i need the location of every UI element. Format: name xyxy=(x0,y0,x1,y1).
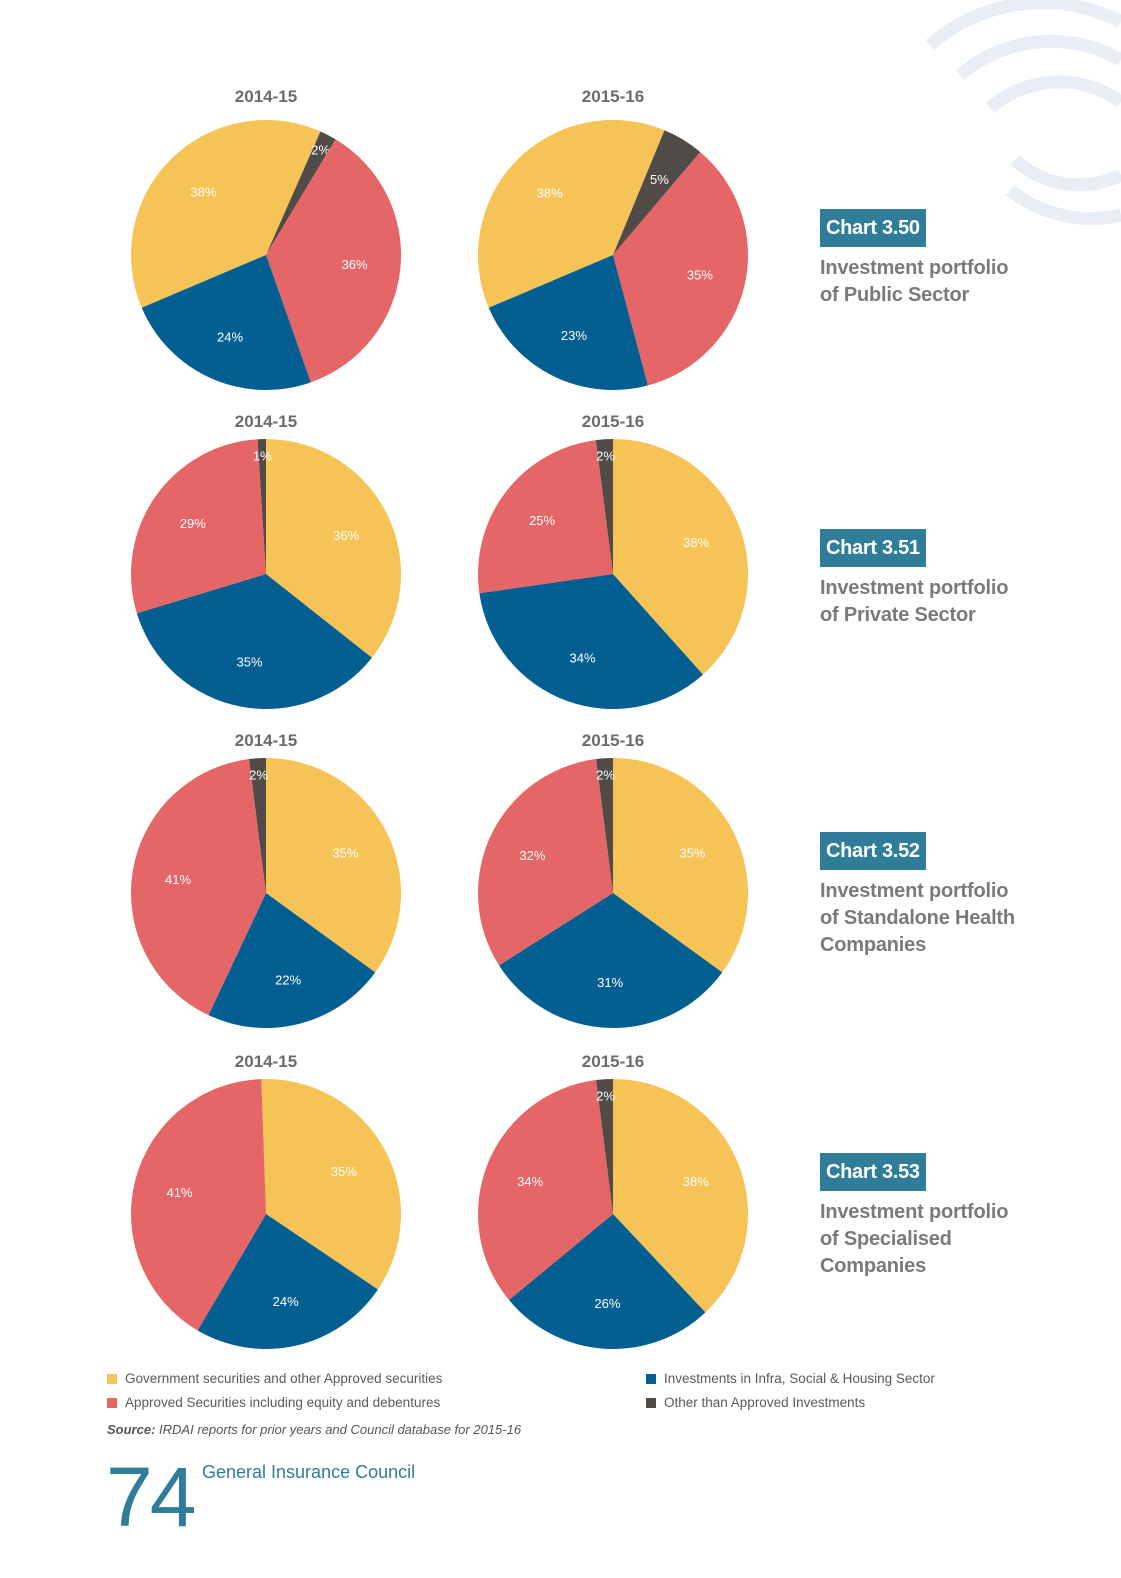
pie-slice-351-2015-16-approved xyxy=(477,440,613,594)
page-number: 74 xyxy=(106,1450,196,1544)
pie-label-352-2014-15-approved: 41% xyxy=(165,872,191,887)
pie-slice-352-2014-15-other xyxy=(249,758,266,893)
pie-label-352-2015-16-other: 2% xyxy=(596,767,615,782)
pie-slice-353-2015-16-approved xyxy=(477,1080,613,1301)
pie-title-3-51-2014: 2014-15 xyxy=(234,412,298,431)
pie-slice-350-2014-15-other xyxy=(266,131,336,255)
pie-slice-352-2015-16-gov xyxy=(613,758,749,973)
pie-label-353-2014-15-approved: 41% xyxy=(167,1185,193,1200)
legend-item-infra: Investments in Infra, Social & Housing S… xyxy=(646,1367,935,1391)
pie-slice-350-2014-15-infra xyxy=(141,255,311,391)
pie-slice-350-2015-16-infra xyxy=(488,255,648,390)
pie-label-353-2015-16-other: 2% xyxy=(596,1088,615,1103)
pie-slice-352-2014-15-gov xyxy=(266,758,402,973)
pie-slice-352-2015-16-other xyxy=(596,758,613,893)
pie-slice-353-2014-15-approved xyxy=(130,1079,266,1331)
pie-slice-352-2014-15-approved xyxy=(130,759,266,1016)
pie-title-3-53-2014: 2014-15 xyxy=(234,1052,298,1071)
pie-label-352-2014-15-other: 2% xyxy=(249,767,268,782)
pie-slice-351-2015-16-infra xyxy=(479,574,704,709)
pie-slice-350-2015-16-approved xyxy=(613,151,749,386)
source-note: Source: IRDAI reports for prior years an… xyxy=(107,1422,521,1437)
pie-label-351-2014-15-other: 1% xyxy=(253,448,272,463)
pie-slice-351-2014-15-other xyxy=(257,438,266,574)
pie-label-350-2015-16-infra: 23% xyxy=(561,328,587,343)
legend-left: Government securities and other Approved… xyxy=(107,1367,442,1415)
chart-subtitle-3-51: Investment portfolio of Private Sector xyxy=(820,577,1009,626)
pie-label-353-2015-16-infra: 26% xyxy=(594,1296,620,1311)
pie-slice-353-2014-15-infra xyxy=(197,1214,378,1349)
pie-label-353-2014-15-infra: 24% xyxy=(273,1294,299,1309)
pie-label-350-2014-15-infra: 24% xyxy=(217,330,243,345)
legend-label-gov: Government securities and other Approved… xyxy=(125,1371,443,1386)
pie-label-352-2014-15-gov: 35% xyxy=(332,846,358,861)
pie-slice-353-2015-16-infra xyxy=(508,1214,706,1349)
pie-label-350-2014-15-other: 2% xyxy=(311,143,330,158)
pie-title-3-50-2015: 2015-16 xyxy=(581,87,645,106)
pie-label-350-2014-15-approved: 36% xyxy=(342,257,368,272)
pie-title-3-53-2015: 2015-16 xyxy=(581,1052,645,1071)
pie-label-353-2015-16-gov: 38% xyxy=(683,1174,709,1189)
source-label: Source: xyxy=(107,1422,156,1437)
pie-label-351-2015-16-gov: 38% xyxy=(683,535,709,550)
pie-label-352-2015-16-infra: 31% xyxy=(597,975,623,990)
chart-badge-3-52: Chart 3.52 xyxy=(820,832,926,870)
legend-item-approved: Approved Securities including equity and… xyxy=(107,1391,442,1415)
chart-subtitle-3-50: Investment portfolio of Public Sector xyxy=(820,257,1009,306)
chart-subtitle-3-52: Investment portfolio of Standalone Healt… xyxy=(820,880,1015,956)
pie-slice-350-2014-15-gov xyxy=(130,119,321,308)
legend-item-gov: Government securities and other Approved… xyxy=(107,1367,442,1391)
pie-label-353-2014-15-gov: 35% xyxy=(331,1164,357,1179)
legend-label-other: Other than Approved Investments xyxy=(664,1395,866,1410)
chart-badge-3-51: Chart 3.51 xyxy=(820,529,926,567)
pie-slice-351-2014-15-gov xyxy=(266,439,401,658)
pie-label-352-2014-15-infra: 22% xyxy=(275,972,301,987)
pie-title-3-52-2015: 2015-16 xyxy=(581,731,645,750)
pie-label-353-2015-16-approved: 34% xyxy=(517,1174,543,1189)
legend-swatch-approved xyxy=(107,1398,117,1408)
pie-slice-351-2014-15-approved xyxy=(130,439,266,614)
legend-label-infra: Investments in Infra, Social & Housing S… xyxy=(664,1371,935,1386)
pie-label-350-2014-15-gov: 38% xyxy=(190,185,216,200)
pie-label-352-2015-16-gov: 35% xyxy=(679,846,705,861)
legend-right: Investments in Infra, Social & Housing S… xyxy=(646,1367,935,1415)
pie-label-350-2015-16-other: 5% xyxy=(650,172,669,187)
pie-label-351-2014-15-infra: 35% xyxy=(236,655,262,670)
pie-slice-350-2014-15-approved xyxy=(266,139,402,383)
pie-label-351-2015-16-infra: 34% xyxy=(569,651,595,666)
legend-swatch-gov xyxy=(107,1374,117,1384)
legend-label-approved: Approved Securities including equity and… xyxy=(125,1395,441,1410)
chart-badge-3-50: Chart 3.50 xyxy=(820,209,926,247)
pie-slice-351-2015-16-other xyxy=(595,439,613,574)
pie-slice-352-2015-16-approved xyxy=(477,759,613,966)
pie-label-351-2015-16-approved: 25% xyxy=(529,513,555,528)
pie-title-3-50-2014: 2014-15 xyxy=(234,87,298,106)
pie-label-351-2015-16-other: 2% xyxy=(596,448,615,463)
pie-slice-353-2015-16-other xyxy=(596,1079,613,1214)
chart-subtitle-3-53: Investment portfolio of Specialised Comp… xyxy=(820,1201,1009,1277)
footer-title: General Insurance Council xyxy=(202,1462,416,1482)
legend-swatch-infra xyxy=(646,1374,656,1384)
pie-label-350-2015-16-gov: 38% xyxy=(537,185,563,200)
pie-slice-350-2015-16-other xyxy=(613,130,701,255)
source-text: IRDAI reports for prior years and Counci… xyxy=(159,1422,522,1437)
pie-slice-350-2015-16-gov xyxy=(477,120,665,308)
pie-slice-353-2015-16-gov xyxy=(613,1079,748,1313)
pie-slice-351-2014-15-infra xyxy=(136,574,372,709)
pie-label-350-2015-16-approved: 35% xyxy=(687,268,713,283)
pie-slice-352-2014-15-infra xyxy=(208,893,376,1028)
pie-slice-352-2015-16-infra xyxy=(499,893,723,1028)
pie-slice-351-2015-16-gov xyxy=(613,439,748,675)
pie-label-351-2014-15-approved: 29% xyxy=(180,516,206,531)
pie-label-351-2014-15-gov: 36% xyxy=(333,528,359,543)
pie-slice-353-2014-15-gov xyxy=(261,1078,402,1290)
chart-badge-3-53: Chart 3.53 xyxy=(820,1153,926,1191)
pie-label-352-2015-16-approved: 32% xyxy=(519,848,545,863)
pie-title-3-52-2014: 2014-15 xyxy=(234,731,298,750)
legend-swatch-other xyxy=(646,1398,656,1408)
pie-title-3-51-2015: 2015-16 xyxy=(581,412,645,431)
legend-item-other: Other than Approved Investments xyxy=(646,1391,935,1415)
